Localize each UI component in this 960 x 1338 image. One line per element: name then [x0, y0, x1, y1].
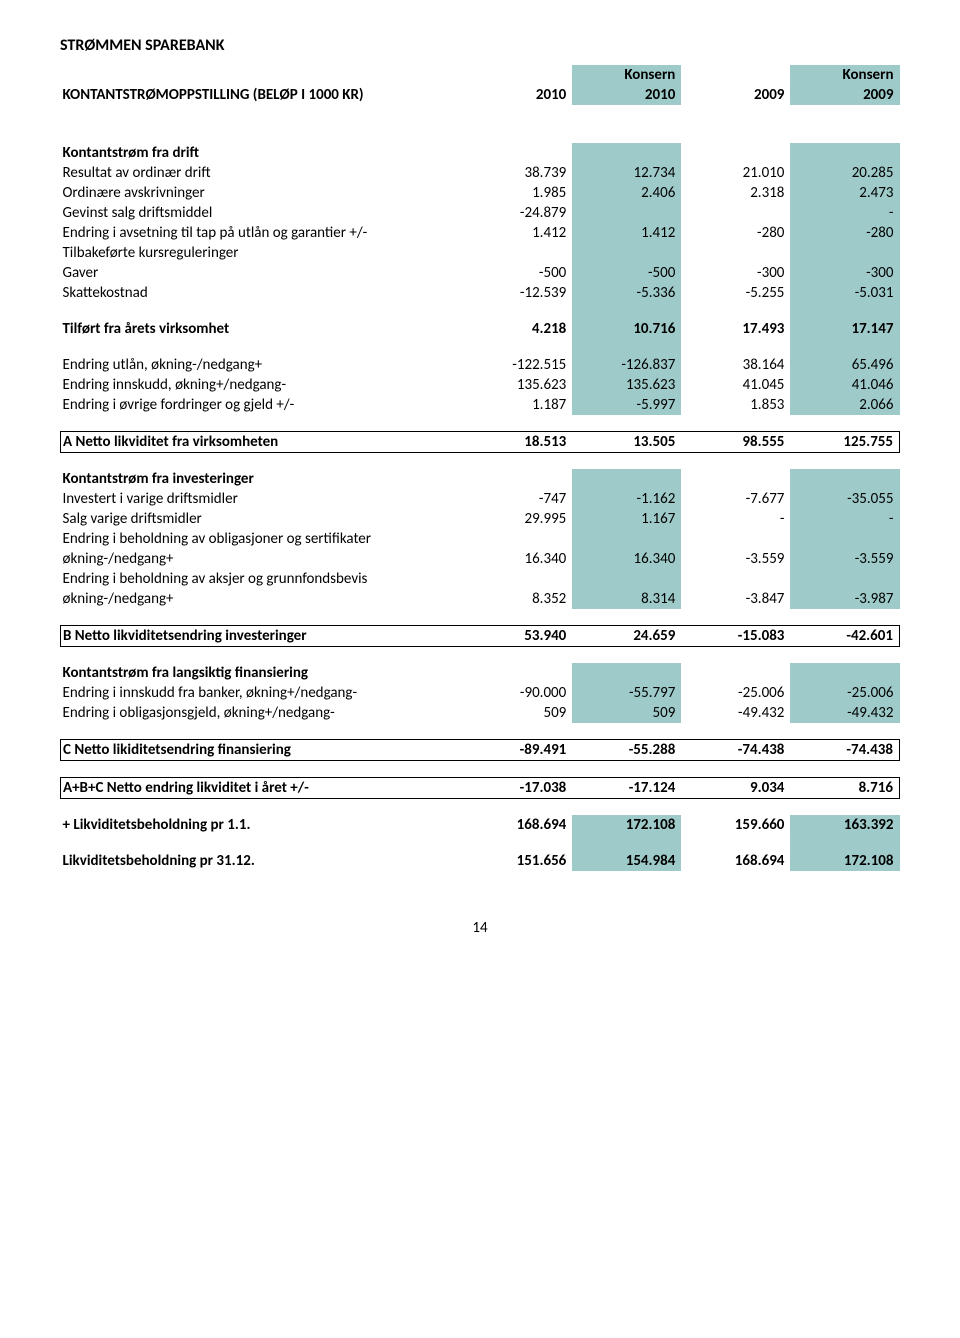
hdr-c3-top: [681, 65, 790, 85]
row-r14a: Endring i beholdning av aksjer og grunnf…: [61, 569, 900, 589]
hdr-c1-top: [463, 65, 572, 85]
section-head-invest: Kontantstrøm fra investeringer: [61, 469, 900, 489]
row-r15: Endring i innskudd fra banker, økning+/n…: [61, 683, 900, 703]
row-r3: Gevinst salg driftsmiddel-24.879-: [61, 203, 900, 223]
row-r14b: økning-/nedgang+8.3528.314-3.847-3.987: [61, 589, 900, 609]
row-r4: Endring i avsetning til tap på utlån og …: [61, 223, 900, 243]
row-r6: Gaver-500-500-300-300: [61, 263, 900, 283]
box-a: A Netto likviditet fra virksomheten18.51…: [61, 432, 900, 453]
page: STRØMMEN SPAREBANK Konsern Konsern KONTA…: [0, 0, 960, 961]
hdr-c2-bot: 2010: [572, 85, 681, 105]
header-row-bottom: KONTANTSTRØMOPPSTILLING (BELØP I 1000 KR…: [61, 85, 900, 105]
row-r7: Skattekostnad-12.539-5.336-5.255-5.031: [61, 283, 900, 303]
box-b: B Netto likviditetsendring investeringer…: [61, 626, 900, 647]
row-r1: Resultat av ordinær drift38.73912.73421.…: [61, 163, 900, 183]
box-sum: A+B+C Netto endring likviditet i året +/…: [61, 778, 900, 799]
row-r13b: økning-/nedgang+16.34016.340-3.559-3.559: [61, 549, 900, 569]
header-blank: [61, 65, 464, 85]
hdr-c1-bot: 2010: [463, 85, 572, 105]
header-row-top: Konsern Konsern: [61, 65, 900, 85]
page-number: 14: [60, 919, 900, 937]
row-r11: Investert i varige driftsmidler-747-1.16…: [61, 489, 900, 509]
section-head-drift: Kontantstrøm fra drift: [61, 143, 900, 163]
row-r18: Likviditetsbeholdning pr 31.12.151.65615…: [61, 851, 900, 871]
cashflow-table: Konsern Konsern KONTANTSTRØMOPPSTILLING …: [60, 65, 900, 871]
box-c: C Netto likiditetsendring finansiering-8…: [61, 740, 900, 761]
header-label: KONTANTSTRØMOPPSTILLING (BELØP I 1000 KR…: [61, 85, 464, 105]
row-r9: Endring innskudd, økning+/nedgang-135.62…: [61, 375, 900, 395]
row-r17: + Likviditetsbeholdning pr 1.1.168.69417…: [61, 815, 900, 835]
company-title: STRØMMEN SPAREBANK: [60, 36, 900, 55]
row-r2: Ordinære avskrivninger1.9852.4062.3182.4…: [61, 183, 900, 203]
hdr-c4-top: Konsern: [790, 65, 899, 85]
hdr-c2-top: Konsern: [572, 65, 681, 85]
hdr-c4-bot: 2009: [790, 85, 899, 105]
row-r12: Salg varige driftsmidler29.9951.167--: [61, 509, 900, 529]
row-r13a: Endring i beholdning av obligasjoner og …: [61, 529, 900, 549]
hdr-c3-bot: 2009: [681, 85, 790, 105]
row-r10: Endring i øvrige fordringer og gjeld +/-…: [61, 395, 900, 415]
row-r16: Endring i obligasjonsgjeld, økning+/nedg…: [61, 703, 900, 723]
row-r8: Endring utlån, økning-/nedgang+-122.515-…: [61, 355, 900, 375]
row-t1: Tilført fra årets virksomhet4.21810.7161…: [61, 319, 900, 339]
section-head-fin: Kontantstrøm fra langsiktig finansiering: [61, 663, 900, 683]
row-r5: Tilbakeførte kursreguleringer: [61, 243, 900, 263]
